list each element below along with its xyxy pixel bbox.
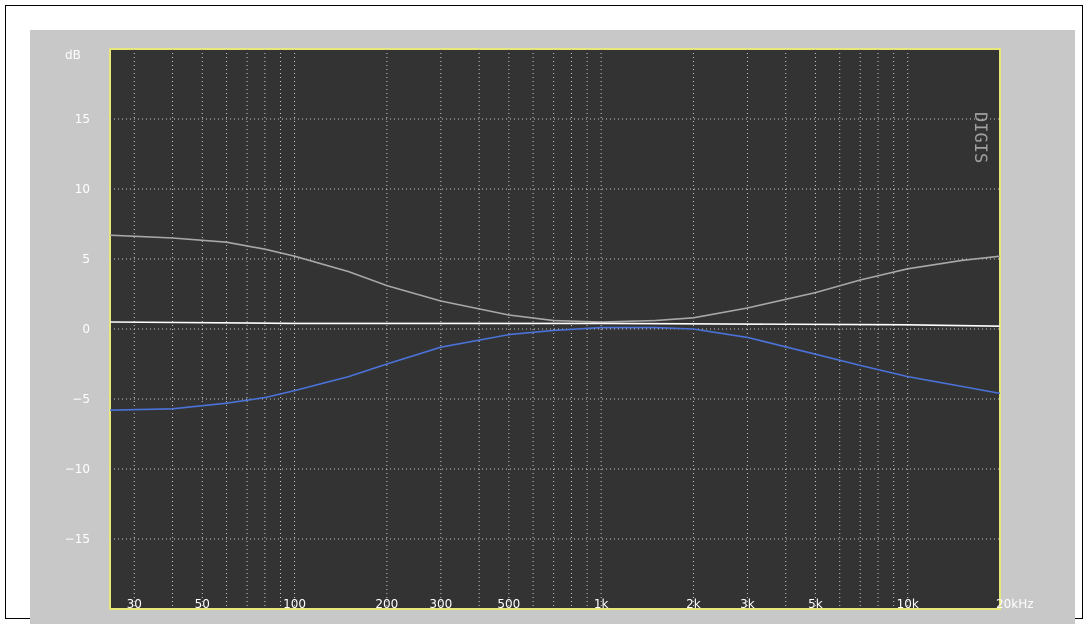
x-tick-label: 500	[497, 597, 520, 611]
x-tick-label: 20kHz	[996, 597, 1034, 611]
series-group	[109, 234, 1001, 411]
brand-watermark: DIGIS	[970, 112, 990, 163]
x-tick-label: 100	[283, 597, 306, 611]
x-tick-label: 5k	[808, 597, 823, 611]
x-tick-label: 50	[195, 597, 210, 611]
series-line-1	[109, 234, 1001, 323]
y-tick-label: 0	[82, 322, 90, 336]
series-line-2	[109, 321, 1001, 327]
y-tick-label: −5	[72, 392, 90, 406]
x-tick-label: 30	[127, 597, 142, 611]
x-tick-label: 300	[429, 597, 452, 611]
y-tick-label: −15	[65, 532, 90, 546]
window-frame: 15 10 5 0 −5 −10 −15 30 50 100 200 300 500 1k 2k 3k 5k 1…	[5, 5, 1083, 624]
y-tick-label: −10	[65, 462, 90, 476]
y-axis-label: dB	[65, 48, 81, 62]
y-tick-label: 15	[75, 112, 90, 126]
x-tick-label: 200	[375, 597, 398, 611]
x-tick-label: 1k	[594, 597, 609, 611]
x-tick-label: 10k	[897, 597, 919, 611]
x-tick-label: 3k	[740, 597, 755, 611]
chart-panel: 15 10 5 0 −5 −10 −15 30 50 100 200 300 500 1k 2k 3k 5k 1…	[30, 30, 1075, 624]
y-tick-labels: 15 10 5 0 −5 −10 −15	[65, 112, 90, 546]
series-line-3	[109, 326, 1001, 411]
x-tick-label: 2k	[686, 597, 701, 611]
y-tick-label: 10	[75, 182, 90, 196]
x-tick-labels: 30 50 100 200 300 500 1k 2k 3k 5k 10k 20kHz	[127, 597, 1034, 611]
y-tick-label: 5	[82, 252, 90, 266]
